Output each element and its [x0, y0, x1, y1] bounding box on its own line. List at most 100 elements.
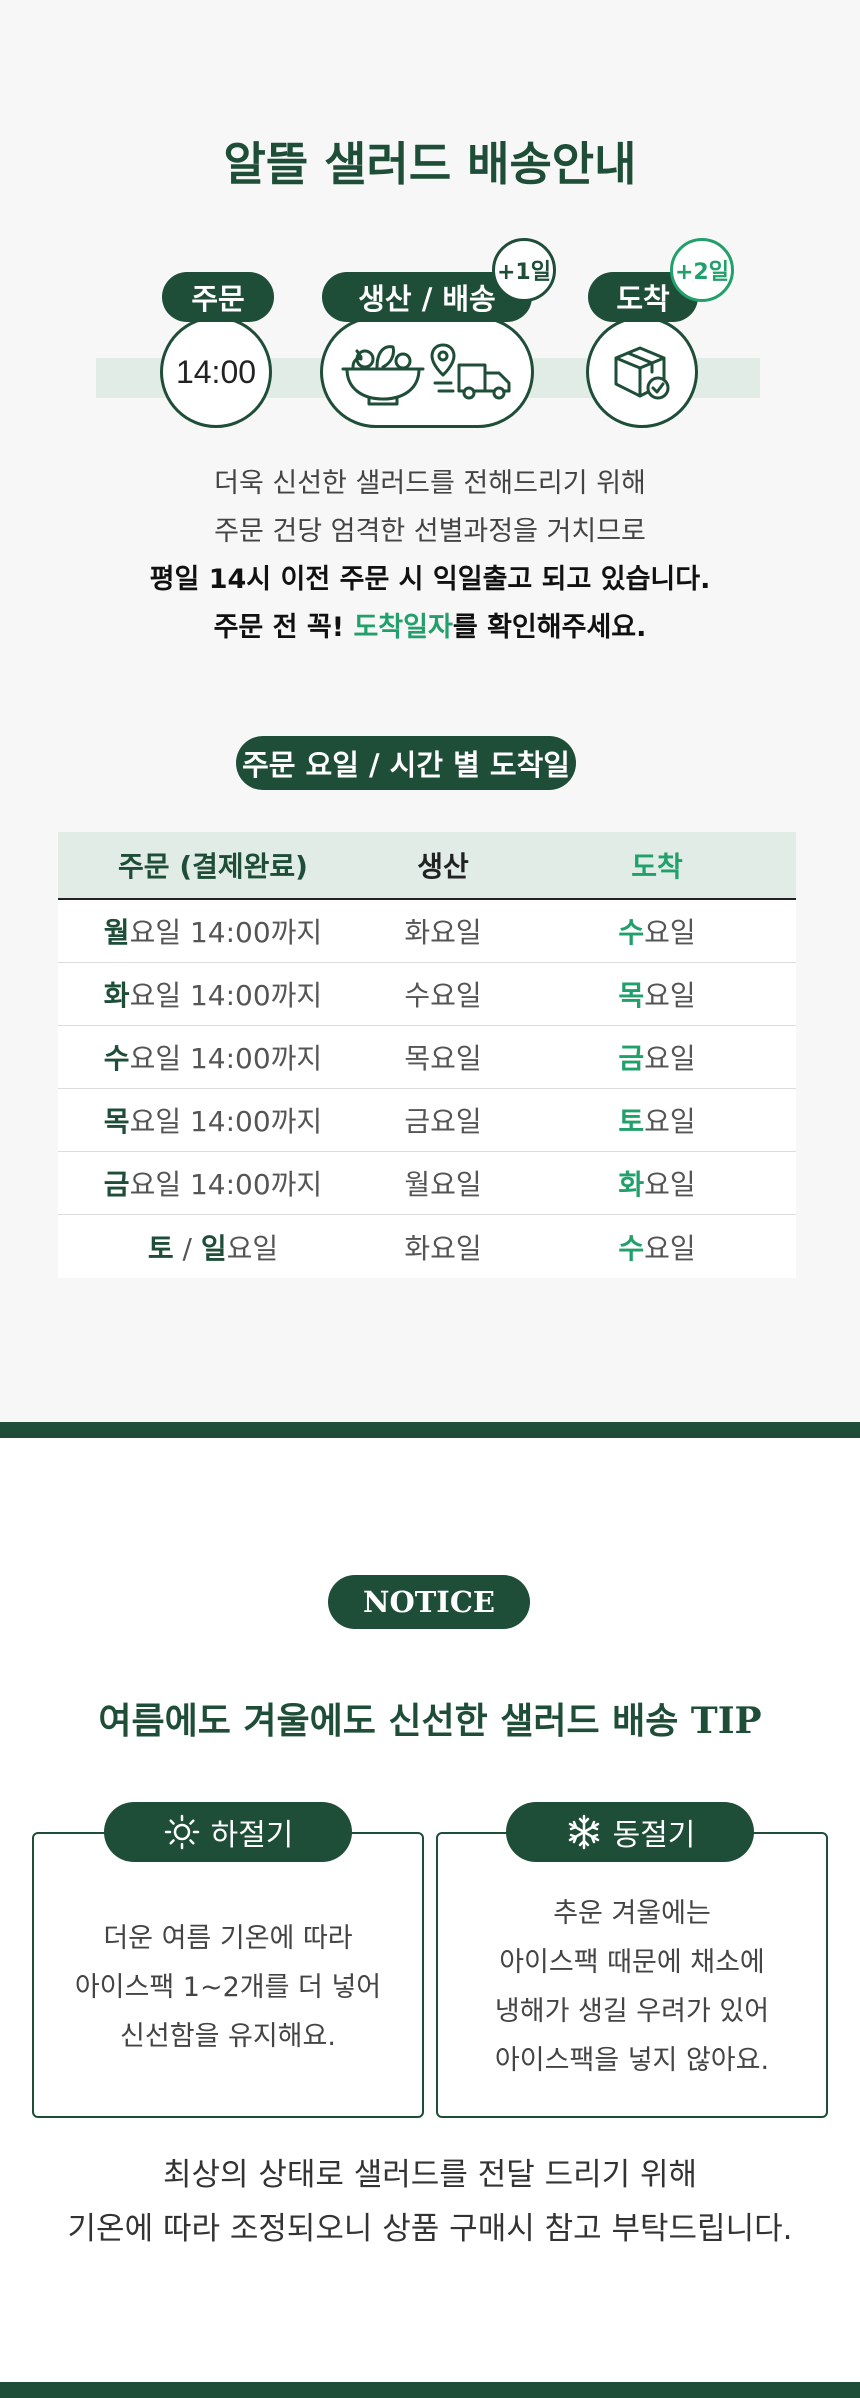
arrival-suffix: 요일: [644, 1231, 696, 1265]
header-production: 생산: [417, 850, 469, 883]
order-suffix: 요일: [226, 1231, 279, 1265]
order-cell: 월요일 14:00까지: [58, 911, 368, 951]
order-day: 목: [103, 1105, 130, 1138]
order-label-pill: 주문: [162, 272, 274, 322]
production-cell: 수요일: [404, 979, 482, 1012]
tip-line: 아이스팩 때문에 채소에: [499, 1947, 765, 1978]
salad-bowl-icon: [341, 345, 425, 406]
summer-label: 하절기: [210, 1818, 294, 1853]
production-cell: 화요일: [404, 916, 482, 949]
notice-pill: NOTICE: [328, 1575, 530, 1629]
schedule-title-pill: 주문 요일 / 시간 별 도착일: [236, 736, 576, 790]
order-cell: 화요일 14:00까지: [58, 974, 368, 1014]
order-day: 월: [103, 916, 130, 949]
order-day: 화: [103, 979, 130, 1012]
production-label-pill: 생산 / 배송: [322, 272, 532, 322]
arrival-day: 화: [618, 1168, 645, 1201]
order-day: 토: [147, 1231, 174, 1265]
order-suffix: 요일 14:00까지: [129, 1168, 323, 1201]
table-row: 월요일 14:00까지 화요일 수요일: [58, 900, 796, 963]
schedule-table: 주문 (결제완료) 생산 도착 월요일 14:00까지 화요일 수요일 화요일 …: [58, 832, 796, 1278]
table-row: 수요일 14:00까지 목요일 금요일: [58, 1026, 796, 1089]
header-order: 주문 (결제완료): [118, 850, 308, 883]
order-time: 14:00: [175, 353, 257, 390]
arrival-cell: 목요일: [518, 974, 796, 1014]
winter-label: 동절기: [612, 1818, 696, 1853]
production-circle: [320, 316, 534, 428]
order-time-circle: 14:00: [160, 316, 272, 428]
order-suffix: 요일 14:00까지: [129, 979, 323, 1012]
delivery-description: 더욱 신선한 샐러드를 전해드리기 위해 주문 건당 엄격한 선별과정을 거치므…: [0, 460, 860, 652]
production-cell: 금요일: [404, 1105, 482, 1138]
order-cell: 금요일 14:00까지: [58, 1163, 368, 1203]
arrival-day: 금: [618, 1042, 645, 1075]
footer-divider: [0, 2382, 860, 2398]
description-line: 더욱 신선한 샐러드를 전해드리기 위해: [214, 468, 646, 499]
arrival-suffix: 요일: [644, 1042, 696, 1075]
description-line-bold: 주문 전 꼭! 도착일자를 확인해주세요.: [0, 604, 860, 652]
order-cell: 목요일 14:00까지: [58, 1100, 368, 1140]
header-arrival: 도착: [631, 850, 683, 883]
summer-tip-box: 더운 여름 기온에 따라 아이스팩 1~2개를 더 넣어 신선함을 유지해요.: [32, 1832, 424, 2118]
tip-title: 여름에도 겨울에도 신선한 샐러드 배송 TIP: [98, 1700, 762, 1742]
closing-line: 기온에 따라 조정되오니 상품 구매시 참고 부탁드립니다.: [67, 2211, 793, 2247]
tip-line: 아이스팩 1~2개를 더 넣어: [74, 1971, 382, 2003]
order-separator: /: [173, 1231, 201, 1265]
table-row: 금요일 14:00까지 월요일 화요일: [58, 1152, 796, 1215]
tip-line: 냉해가 생길 우려가 있어: [494, 1996, 770, 2027]
arrival-suffix: 요일: [644, 979, 696, 1012]
arrival-date-highlight: 도착일자: [353, 612, 453, 643]
arrival-cell: 금요일: [518, 1037, 796, 1077]
production-cell: 목요일: [404, 1042, 482, 1075]
sun-icon: [164, 1814, 199, 1850]
tip-line: 신선함을 유지해요.: [120, 2020, 336, 2052]
arrival-day: 수: [618, 916, 645, 949]
table-header: 주문 (결제완료) 생산 도착: [58, 832, 796, 900]
table-row: 토 / 일요일 화요일 수요일: [58, 1215, 796, 1278]
description-line-bold: 평일 14시 이전 주문 시 익일출고 되고 있습니다.: [149, 564, 711, 595]
production-cell: 화요일: [404, 1231, 482, 1265]
production-cell: 월요일: [404, 1168, 482, 1201]
order-suffix: 요일 14:00까지: [129, 1042, 323, 1075]
winter-tip-text: 추운 겨울에는 아이스팩 때문에 채소에 냉해가 생길 우려가 있어 아이스팩을…: [495, 1889, 769, 2085]
summer-tip-text: 더운 여름 기온에 따라 아이스팩 1~2개를 더 넣어 신선함을 유지해요.: [75, 1914, 381, 2061]
arrival-cell: 수요일: [518, 911, 796, 951]
arrival-cell: 화요일: [518, 1163, 796, 1203]
page-title: 알뜰 샐러드 배송안내: [223, 137, 637, 191]
arrival-day: 토: [618, 1105, 645, 1138]
arrival-suffix: 요일: [644, 1105, 696, 1138]
package-check-icon: [614, 346, 670, 400]
description-line: 주문 건당 엄격한 선별과정을 거치므로: [214, 516, 646, 547]
order-suffix: 요일 14:00까지: [129, 916, 323, 949]
description-text: 를 확인해주세요.: [452, 612, 647, 643]
tip-line: 추운 겨울에는: [553, 1898, 711, 1929]
summer-pill: 하절기: [104, 1802, 352, 1862]
arrival-cell: 수요일: [518, 1227, 796, 1267]
production-day-badge: +1일: [492, 238, 556, 302]
arrival-circle: [586, 316, 698, 428]
snowflake-icon: [568, 1814, 599, 1850]
section-divider: [0, 1422, 860, 1438]
order-day: 금: [103, 1168, 130, 1201]
tip-line: 아이스팩을 넣지 않아요.: [494, 2045, 770, 2076]
order-day: 일: [200, 1231, 227, 1265]
delivery-truck-icon: [430, 343, 511, 400]
order-cell: 토 / 일요일: [58, 1227, 368, 1267]
closing-line: 최상의 상태로 샐러드를 전달 드리기 위해: [162, 2157, 698, 2193]
arrival-day: 수: [618, 1231, 645, 1265]
closing-message: 최상의 상태로 샐러드를 전달 드리기 위해 기온에 따라 조정되오니 상품 구…: [0, 2148, 860, 2256]
table-row: 화요일 14:00까지 수요일 목요일: [58, 963, 796, 1026]
arrival-day-badge: +2일: [670, 238, 734, 302]
arrival-cell: 토요일: [518, 1100, 796, 1140]
arrival-day: 목: [618, 979, 645, 1012]
arrival-suffix: 요일: [644, 916, 696, 949]
tip-line: 더운 여름 기온에 따라: [103, 1922, 353, 1954]
order-suffix: 요일 14:00까지: [129, 1105, 323, 1138]
table-row: 목요일 14:00까지 금요일 토요일: [58, 1089, 796, 1152]
description-text: 주문 전 꼭!: [213, 612, 354, 643]
arrival-suffix: 요일: [644, 1168, 696, 1201]
order-day: 수: [103, 1042, 130, 1075]
order-cell: 수요일 14:00까지: [58, 1037, 368, 1077]
winter-tip-box: 추운 겨울에는 아이스팩 때문에 채소에 냉해가 생길 우려가 있어 아이스팩을…: [436, 1832, 828, 2118]
winter-pill: 동절기: [506, 1802, 754, 1862]
